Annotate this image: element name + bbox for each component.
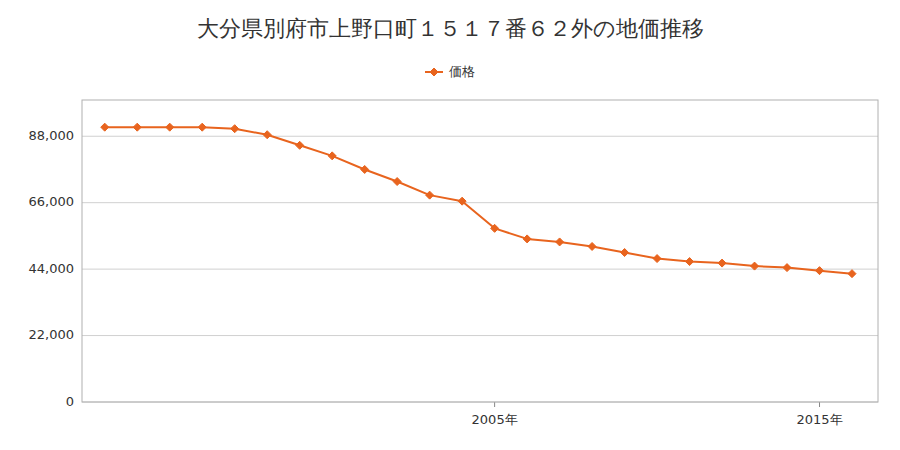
chart-svg: 大分県別府市上野口町１５１７番６２外の地価推移 0 22,000 44,000 66,0… [0,0,900,450]
grid [82,136,878,402]
point-marker [588,242,596,250]
y-axis: 0 22,000 44,000 66,000 88,000 [29,128,75,409]
point-marker [848,270,856,278]
legend: 価格 [425,64,475,79]
legend-marker [430,68,438,76]
point-marker [296,141,304,149]
point-marker [101,123,109,131]
legend-item: 価格 [425,64,475,79]
plot-area [101,123,856,277]
x-tick-label: 2015年 [796,412,842,427]
chart-container: 大分県別府市上野口町１５１７番６２外の地価推移 0 22,000 44,000 66,0… [0,0,900,450]
plot-frame [82,100,878,402]
point-marker [198,123,206,131]
page: {"chart_data": {"type": "line", "title":… [0,0,900,450]
point-marker [328,152,336,160]
point-marker [556,238,564,246]
point-marker [621,249,629,257]
point-marker [426,191,434,199]
x-tick-label: 2005年 [472,412,518,427]
point-marker [491,224,499,232]
point-marker [783,264,791,272]
point-marker [751,262,759,270]
grid-line [82,136,878,137]
point-marker [816,267,824,275]
point-marker [653,255,661,263]
series-line [105,127,852,273]
x-tick [819,402,820,407]
x-axis: 2005年 2015年 [472,402,843,427]
point-marker [523,235,531,243]
x-tick [494,402,495,407]
y-tick-label: 22,000 [29,327,75,342]
point-marker [361,165,369,173]
point-marker [718,259,726,267]
y-tick-label: 44,000 [29,261,75,276]
point-marker [458,197,466,205]
point-marker [231,125,239,133]
y-tick-label: 66,000 [29,194,75,209]
grid-line [82,269,878,270]
point-marker [263,131,271,139]
point-marker [686,258,694,266]
title: 大分県別府市上野口町１５１７番６２外の地価推移 [197,16,704,41]
point-marker [166,123,174,131]
point-marker [393,178,401,186]
grid-line [82,335,878,336]
grid-line [82,202,878,203]
legend-label: 価格 [449,64,475,79]
y-tick-label: 88,000 [29,128,75,143]
y-tick-label: 0 [66,394,74,409]
point-marker [133,123,141,131]
